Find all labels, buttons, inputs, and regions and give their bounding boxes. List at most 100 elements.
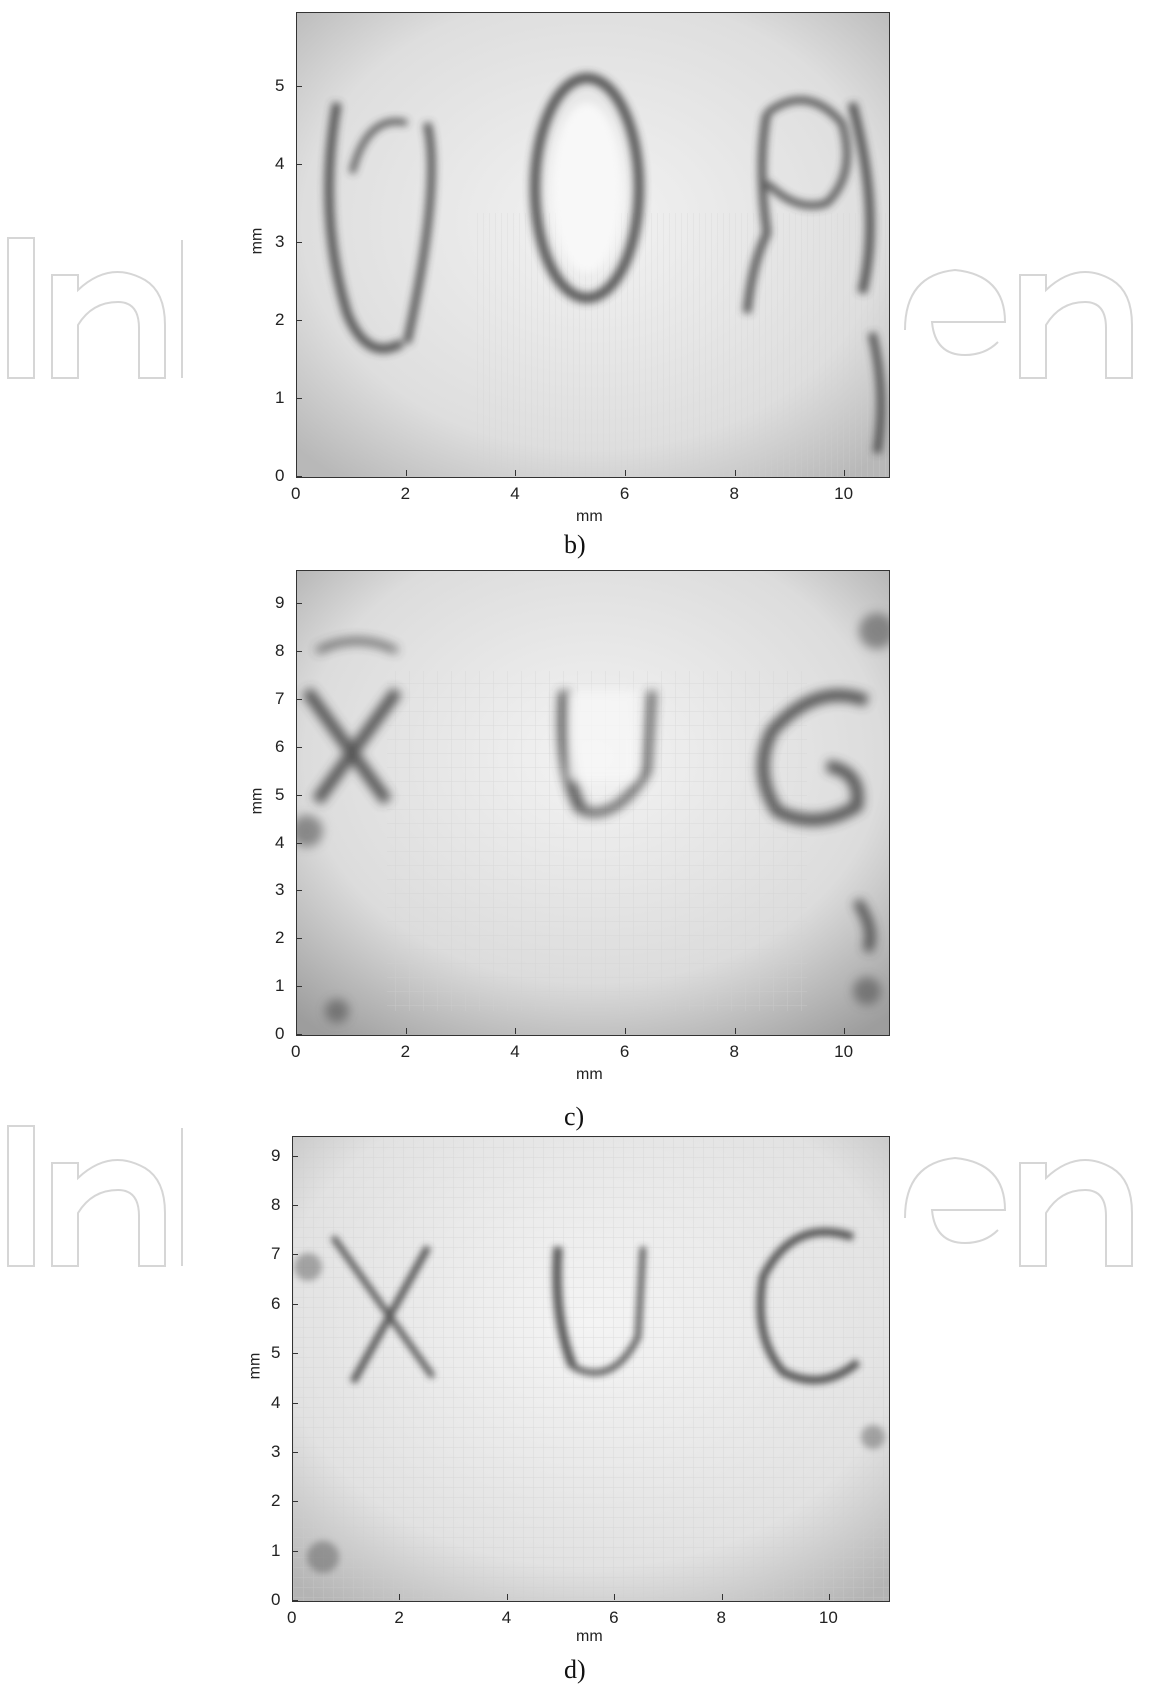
y-tick-label: 0 bbox=[275, 466, 285, 485]
x-tick-label: 10 bbox=[834, 484, 854, 503]
y-tick-mark bbox=[292, 1205, 298, 1207]
y-tick-label: 6 bbox=[275, 736, 285, 756]
y-tick-label: 0 bbox=[275, 1024, 285, 1043]
y-tick-mark bbox=[296, 242, 302, 244]
x-tick-label: 2 bbox=[394, 1608, 404, 1627]
x-tick-label: 4 bbox=[510, 484, 520, 503]
x-tick-label: 4 bbox=[510, 1042, 520, 1061]
x-tick-label: 8 bbox=[716, 1608, 727, 1627]
y-tick-label: 1 bbox=[271, 1540, 281, 1560]
x-axis-label-b: mm bbox=[576, 508, 603, 525]
x-tick-mark bbox=[734, 1028, 736, 1034]
x-tick-mark bbox=[828, 1594, 830, 1600]
x-tick-mark bbox=[515, 470, 517, 476]
x-tick-label: 2 bbox=[400, 1042, 411, 1061]
y-tick-mark bbox=[292, 1402, 298, 1404]
y-tick-mark bbox=[296, 651, 302, 653]
x-tick-label: 2 bbox=[400, 484, 411, 503]
x-tick-mark bbox=[624, 470, 626, 476]
y-tick-mark bbox=[296, 603, 302, 605]
y-tick-mark bbox=[292, 1501, 298, 1503]
x-tick-mark bbox=[405, 1028, 407, 1034]
x-tick-mark bbox=[721, 1594, 723, 1600]
x-axis-label-c: mm bbox=[576, 1066, 603, 1083]
y-axis-label-b: mm bbox=[248, 227, 266, 255]
x-tick-mark bbox=[405, 470, 407, 476]
caption-c: c) bbox=[564, 1102, 585, 1131]
x-axis-label-d: mm bbox=[576, 1628, 603, 1645]
y-tick-label: 3 bbox=[275, 232, 285, 252]
y-axis-label-c: mm bbox=[248, 787, 266, 815]
x-tick-mark bbox=[734, 470, 736, 476]
x-tick-label: 0 bbox=[291, 484, 301, 503]
x-tick-mark bbox=[296, 470, 297, 476]
x-tick-mark bbox=[292, 1594, 293, 1600]
y-tick-mark bbox=[296, 794, 302, 796]
y-tick-mark bbox=[296, 1034, 302, 1035]
caption-d: d) bbox=[564, 1655, 586, 1684]
y-tick-label: 6 bbox=[271, 1293, 281, 1313]
y-tick-mark bbox=[296, 476, 302, 477]
y-tick-mark bbox=[296, 986, 302, 988]
y-tick-mark bbox=[296, 938, 302, 940]
y-tick-mark bbox=[292, 1303, 298, 1305]
x-tick-label: 6 bbox=[619, 484, 630, 503]
y-tick-label: 4 bbox=[275, 154, 285, 174]
x-tick-label: 10 bbox=[818, 1608, 838, 1627]
y-tick-mark bbox=[296, 164, 302, 166]
y-tick-mark bbox=[292, 1600, 298, 1601]
x-tick-label: 8 bbox=[729, 484, 739, 503]
x-tick-mark bbox=[296, 1028, 297, 1034]
y-tick-label: 7 bbox=[275, 689, 285, 709]
y-tick-label: 9 bbox=[275, 593, 285, 613]
y-tick-label: 0 bbox=[271, 1590, 281, 1609]
x-tick-mark bbox=[844, 1028, 846, 1034]
y-tick-mark bbox=[296, 746, 302, 748]
caption-b: b) bbox=[564, 530, 586, 559]
x-tick-label: 10 bbox=[834, 1042, 854, 1061]
y-tick-label: 7 bbox=[271, 1244, 281, 1264]
x-tick-mark bbox=[624, 1028, 626, 1034]
y-tick-label: 1 bbox=[275, 388, 285, 408]
scan-image-c bbox=[297, 571, 889, 1035]
x-tick-mark bbox=[506, 1594, 508, 1600]
y-tick-label: 2 bbox=[275, 928, 285, 948]
x-tick-label: 8 bbox=[729, 1042, 739, 1061]
y-tick-label: 4 bbox=[271, 1392, 281, 1412]
y-tick-mark bbox=[296, 86, 302, 88]
y-tick-mark bbox=[292, 1550, 298, 1552]
y-tick-label: 3 bbox=[275, 880, 285, 900]
scan-image-d bbox=[293, 1137, 889, 1601]
x-tick-label: 0 bbox=[291, 1042, 301, 1061]
y-tick-label: 2 bbox=[271, 1491, 281, 1511]
x-tick-label: 6 bbox=[609, 1608, 619, 1627]
y-tick-mark bbox=[296, 398, 302, 400]
y-tick-label: 5 bbox=[275, 76, 285, 96]
x-tick-mark bbox=[614, 1594, 616, 1600]
y-axis-label-d: mm bbox=[246, 1352, 264, 1380]
y-tick-mark bbox=[296, 320, 302, 322]
y-tick-mark bbox=[292, 1353, 298, 1355]
x-tick-label: 6 bbox=[619, 1042, 630, 1061]
y-tick-label: 8 bbox=[271, 1195, 281, 1215]
image-plot-c bbox=[296, 570, 890, 1036]
y-tick-label: 4 bbox=[275, 832, 285, 852]
y-tick-label: 9 bbox=[271, 1145, 281, 1165]
x-tick-label: 0 bbox=[287, 1608, 297, 1627]
y-tick-mark bbox=[296, 699, 302, 701]
y-tick-mark bbox=[292, 1155, 298, 1157]
x-tick-label: 4 bbox=[501, 1608, 512, 1627]
y-tick-mark bbox=[292, 1254, 298, 1256]
y-tick-mark bbox=[296, 890, 302, 892]
y-tick-mark bbox=[292, 1451, 298, 1453]
y-tick-label: 2 bbox=[275, 310, 285, 330]
y-tick-label: 5 bbox=[271, 1343, 281, 1363]
x-tick-mark bbox=[844, 470, 846, 476]
y-tick-label: 3 bbox=[271, 1441, 281, 1461]
y-tick-label: 8 bbox=[275, 641, 285, 661]
x-tick-mark bbox=[515, 1028, 517, 1034]
x-tick-mark bbox=[399, 1594, 401, 1600]
y-tick-mark bbox=[296, 842, 302, 844]
y-tick-label: 5 bbox=[275, 784, 285, 804]
scan-image-b bbox=[297, 13, 889, 477]
